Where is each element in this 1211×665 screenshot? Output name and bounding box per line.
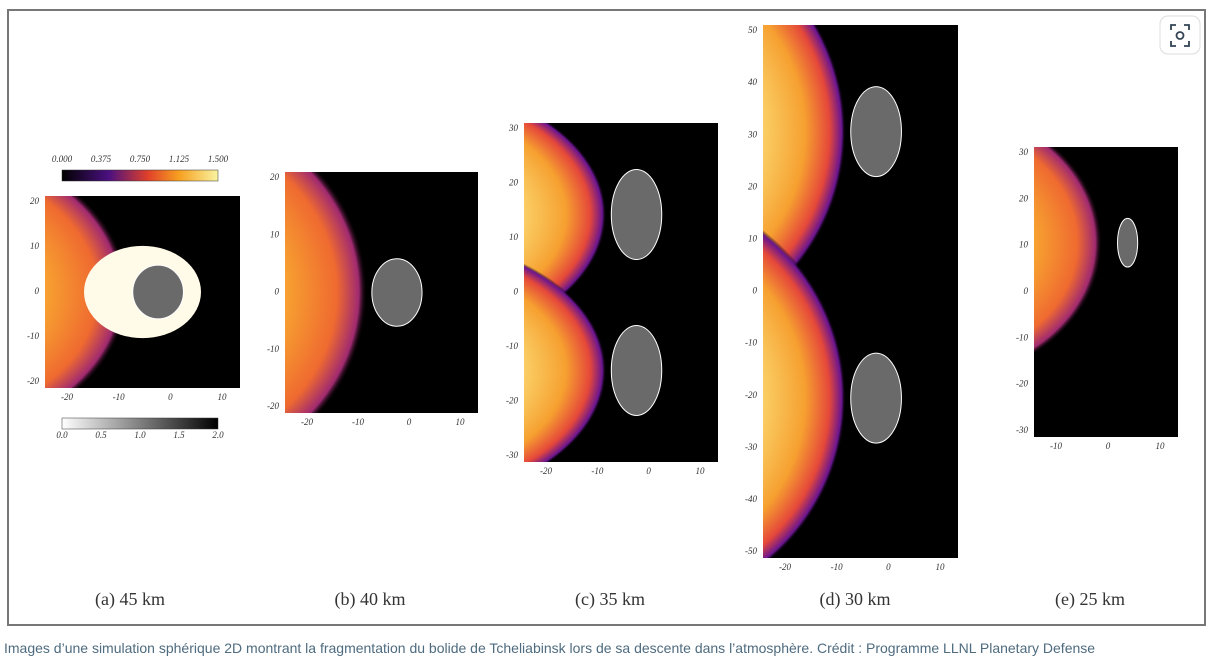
sim-panel: 20 10 0 -10 -20 -20 -10 0 10 (b) 40 km bbox=[267, 172, 478, 610]
y-tick-label: 50 bbox=[748, 25, 758, 35]
panel-label: (b) 40 km bbox=[335, 589, 406, 610]
y-tick-label: -10 bbox=[745, 338, 757, 348]
x-tick-label: 0 bbox=[407, 417, 412, 427]
colorbar bbox=[61, 169, 219, 182]
fragment bbox=[1117, 217, 1139, 268]
y-tick-label: 20 bbox=[748, 181, 758, 191]
colorbar-tick-label: 2.0 bbox=[212, 430, 224, 440]
sim-panel: 20 10 0 -10 -20 -20 -10 0 10 (a) 45 km bbox=[27, 196, 240, 610]
fragment bbox=[850, 352, 902, 444]
colorbar bbox=[61, 417, 219, 430]
y-tick-label: 30 bbox=[747, 129, 758, 139]
figure: 20 10 0 -10 -20 -20 -10 0 10 (a) 45 km 20 10 0 -10 -20… bbox=[7, 9, 1206, 626]
x-tick-label: 0 bbox=[886, 562, 891, 572]
fragment bbox=[371, 258, 423, 327]
x-tick-label: 10 bbox=[936, 562, 946, 572]
x-tick-label: -10 bbox=[113, 392, 125, 402]
x-tick-label: -20 bbox=[61, 392, 73, 402]
y-tick-label: -20 bbox=[506, 396, 518, 406]
field bbox=[285, 172, 459, 413]
field bbox=[1034, 147, 1178, 369]
y-tick-label: 10 bbox=[30, 241, 40, 251]
colorbar-tick-label: 0.000 bbox=[52, 154, 73, 164]
y-tick-label: -20 bbox=[745, 390, 757, 400]
y-tick-label: 20 bbox=[270, 172, 280, 182]
x-tick-label: 0 bbox=[646, 466, 651, 476]
y-tick-label: 0 bbox=[1024, 286, 1029, 296]
frame bbox=[7, 9, 1206, 626]
y-tick-label: 10 bbox=[1019, 240, 1029, 250]
caption: Images d’une simulation sphérique 2D mon… bbox=[4, 640, 1096, 656]
field bbox=[524, 123, 699, 462]
panel-label: (a) 45 km bbox=[95, 589, 165, 610]
x-tick-label: 10 bbox=[1156, 441, 1166, 451]
fragment bbox=[132, 264, 184, 320]
sim-panel: 50 40 30 20 10 0 -10 -20 -30 -40 -50 -20 -10 0 10 (d) 3… bbox=[745, 25, 958, 610]
bow-shock bbox=[1034, 147, 1178, 369]
colorbar-tick-label: 1.0 bbox=[134, 430, 146, 440]
fragment bbox=[850, 86, 902, 178]
y-tick-label: -20 bbox=[27, 376, 39, 386]
y-tick-label: -20 bbox=[267, 401, 279, 411]
y-tick-label: 20 bbox=[30, 196, 40, 206]
sim-panel: 30 20 10 0 -10 -20 -30 -10 0 10 (e) 25 km bbox=[1016, 147, 1178, 610]
x-tick-label: -20 bbox=[301, 417, 313, 427]
y-tick-label: 20 bbox=[1019, 193, 1029, 203]
y-tick-label: 10 bbox=[270, 229, 280, 239]
y-tick-label: -10 bbox=[1016, 332, 1028, 342]
y-tick-label: 20 bbox=[509, 178, 519, 188]
x-tick-label: 10 bbox=[696, 466, 706, 476]
field bbox=[763, 25, 939, 558]
panel-label: (e) 25 km bbox=[1055, 589, 1125, 610]
x-tick-label: 10 bbox=[218, 392, 228, 402]
x-tick-label: -20 bbox=[540, 466, 552, 476]
expand-button[interactable] bbox=[1159, 15, 1201, 55]
bow-shock bbox=[763, 208, 939, 558]
panel-label: (c) 35 km bbox=[575, 589, 645, 610]
colorbar-tick-label: 1.500 bbox=[208, 154, 229, 164]
x-tick-label: -10 bbox=[591, 466, 603, 476]
x-tick-label: 0 bbox=[168, 392, 173, 402]
y-tick-label: -40 bbox=[745, 494, 757, 504]
colorbar-tick-label: 0.5 bbox=[95, 430, 107, 440]
x-tick-label: -10 bbox=[1050, 441, 1062, 451]
y-tick-label: -20 bbox=[1016, 379, 1028, 389]
panel-label: (d) 30 km bbox=[820, 589, 891, 610]
y-tick-label: -10 bbox=[506, 341, 518, 351]
y-tick-label: 30 bbox=[1018, 147, 1029, 157]
y-tick-label: -50 bbox=[745, 546, 757, 556]
x-tick-label: -10 bbox=[831, 562, 843, 572]
y-tick-label: 0 bbox=[753, 286, 758, 296]
x-tick-label: -20 bbox=[779, 562, 791, 572]
fragment bbox=[610, 169, 663, 261]
colorbar-tick-label: 0.750 bbox=[130, 154, 151, 164]
y-tick-label: 0 bbox=[275, 287, 280, 297]
y-tick-label: -30 bbox=[506, 450, 518, 460]
colorbar-tick-label: 0.375 bbox=[91, 154, 112, 164]
y-tick-label: -10 bbox=[27, 331, 39, 341]
field bbox=[45, 196, 221, 388]
colorbar-tick-label: 1.5 bbox=[173, 430, 185, 440]
y-tick-label: 0 bbox=[35, 286, 40, 296]
y-tick-label: 40 bbox=[748, 77, 758, 87]
y-tick-label: 10 bbox=[509, 232, 519, 242]
y-tick-label: 10 bbox=[748, 233, 758, 243]
colorbar-tick-label: 0.0 bbox=[56, 430, 68, 440]
colorbar-tick-label: 1.125 bbox=[169, 154, 190, 164]
fragment bbox=[610, 324, 663, 416]
x-tick-label: 10 bbox=[456, 417, 466, 427]
x-tick-label: 0 bbox=[1106, 441, 1111, 451]
y-tick-label: 30 bbox=[508, 123, 519, 133]
y-tick-label: -30 bbox=[745, 442, 757, 452]
sim-panel: 30 20 10 0 -10 -20 -30 -20 -10 0 10 (c) 35 km bbox=[506, 123, 718, 610]
bow-shock bbox=[524, 249, 699, 462]
y-tick-label: 0 bbox=[514, 287, 519, 297]
x-tick-label: -10 bbox=[352, 417, 364, 427]
y-tick-label: -10 bbox=[267, 344, 279, 354]
y-tick-label: -30 bbox=[1016, 425, 1028, 435]
